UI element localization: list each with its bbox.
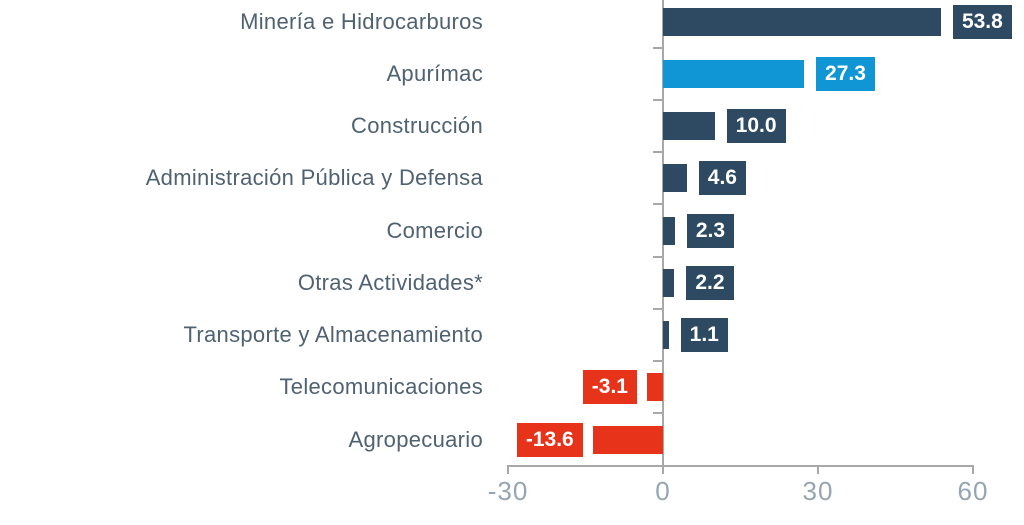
value-label: -3.1 <box>582 370 637 405</box>
x-tick-label: 0 <box>655 476 671 506</box>
category-label: Transporte y Almacenamiento <box>183 322 483 347</box>
x-tick-label: 60 <box>957 476 989 506</box>
value-label: 1.1 <box>680 318 728 352</box>
bar <box>663 216 675 245</box>
x-tick <box>817 465 819 474</box>
value-label: 27.3 <box>816 56 875 91</box>
bar <box>646 373 663 402</box>
y-tick <box>653 203 662 206</box>
bar <box>663 59 805 88</box>
y-tick <box>653 307 662 310</box>
y-tick <box>653 412 662 415</box>
x-tick <box>507 465 509 474</box>
category-label: Administración Pública y Defensa <box>145 165 483 191</box>
x-tick <box>972 465 974 474</box>
value-label: 2.2 <box>686 265 734 300</box>
bar <box>663 112 715 140</box>
category-label: Minería e Hidrocarburos <box>240 8 483 34</box>
bar <box>663 164 687 193</box>
bar <box>663 321 669 349</box>
bar <box>663 268 675 297</box>
value-label: 53.8 <box>952 4 1012 39</box>
x-axis-line <box>507 465 974 467</box>
value-label: 2.3 <box>686 213 735 248</box>
value-label: -13.6 <box>516 422 583 457</box>
y-tick <box>653 360 662 363</box>
category-label: Agropecuario <box>348 426 483 452</box>
x-tick-label: 30 <box>802 476 834 506</box>
category-label: Apurímac <box>386 60 483 86</box>
y-tick <box>653 255 662 258</box>
y-tick <box>653 151 662 154</box>
category-label: Telecomunicaciones <box>279 374 483 400</box>
bar <box>592 425 663 454</box>
category-label: Otras Actividades* <box>297 269 483 295</box>
category-label: Construcción <box>351 113 483 138</box>
value-label: 10.0 <box>726 109 786 143</box>
value-label: 4.6 <box>698 161 746 196</box>
x-tick-label: -30 <box>487 476 529 506</box>
y-tick <box>653 46 662 49</box>
category-label: Comercio <box>386 217 483 243</box>
bar <box>663 7 941 36</box>
y-tick <box>653 98 662 101</box>
